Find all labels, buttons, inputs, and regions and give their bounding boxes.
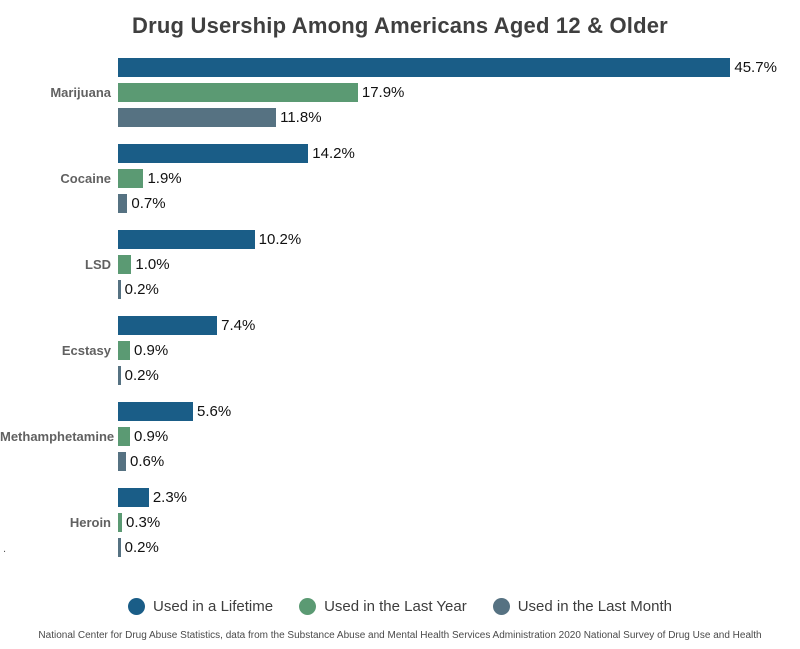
bar-used-in-the-last-month xyxy=(118,194,128,213)
bar-stack: 7.4% 0.9% 0.2% xyxy=(118,316,255,385)
bar-used-in-a-lifetime xyxy=(118,58,731,77)
bar-value-label: 0.2% xyxy=(124,367,159,384)
bar-value-label: 0.2% xyxy=(124,281,159,298)
legend-label-lifetime: Used in a Lifetime xyxy=(153,598,274,615)
bar-used-in-a-lifetime xyxy=(118,230,255,249)
bar-value-label: 1.9% xyxy=(147,170,182,187)
bar-row: 10.2% xyxy=(118,230,301,249)
bar-value-label: 0.6% xyxy=(130,453,165,470)
chart: Marijuana 45.7% 17.9% 11.8% Cocaine 14.2% 1.9%… xyxy=(0,58,800,557)
bar-row: 0.2% xyxy=(118,366,255,385)
bar-stack: 10.2% 1.0% 0.2% xyxy=(118,230,301,299)
bar-row: 0.2% xyxy=(118,280,301,299)
bar-stack: 45.7% 17.9% 11.8% xyxy=(118,58,777,127)
bar-row: 0.9% xyxy=(118,427,231,446)
stray-mark: . xyxy=(3,543,7,555)
category-label: LSD xyxy=(85,257,111,272)
bar-value-label: 17.9% xyxy=(361,84,405,101)
bar-row: 5.6% xyxy=(118,402,231,421)
bar-used-in-the-last-month xyxy=(118,280,121,299)
bar-value-label: 0.9% xyxy=(134,342,169,359)
bar-value-label: 1.0% xyxy=(135,256,170,273)
bar-used-in-the-last-year xyxy=(118,427,131,446)
bar-group: Marijuana 45.7% 17.9% 11.8% xyxy=(0,58,800,127)
bar-row: 0.9% xyxy=(118,341,255,360)
bar-row: 0.6% xyxy=(118,452,231,471)
legend-item-lifetime: Used in a Lifetime xyxy=(128,598,273,615)
bar-row: 17.9% xyxy=(118,83,777,102)
bar-group: Heroin 2.3% 0.3% 0.2% xyxy=(0,488,800,557)
chart-title: Drug Usership Among Americans Aged 12 & … xyxy=(132,13,668,38)
bar-row: 1.9% xyxy=(118,169,355,188)
bar-value-label: 45.7% xyxy=(734,59,777,76)
bar-used-in-the-last-month xyxy=(118,366,121,385)
bar-used-in-the-last-month xyxy=(118,538,121,557)
category-label: Marijuana xyxy=(50,85,111,100)
bar-value-label: 0.2% xyxy=(124,539,159,556)
legend-label-last-year: Used in the Last Year xyxy=(324,598,467,615)
legend-dot-last-year-icon xyxy=(299,598,317,615)
bar-used-in-a-lifetime xyxy=(118,144,309,163)
bar-stack: 2.3% 0.3% 0.2% xyxy=(118,488,187,557)
bar-used-in-the-last-year xyxy=(118,83,358,102)
bar-row: 45.7% xyxy=(118,58,777,77)
bar-used-in-the-last-year xyxy=(118,513,123,532)
bar-used-in-a-lifetime xyxy=(118,488,149,507)
bar-value-label: 0.3% xyxy=(126,514,161,531)
bar-value-label: 0.9% xyxy=(134,428,169,445)
bar-used-in-the-last-month xyxy=(118,452,127,471)
bar-stack: 5.6% 0.9% 0.6% xyxy=(118,402,231,471)
bar-value-label: 7.4% xyxy=(221,317,256,334)
legend-label-last-month: Used in the Last Month xyxy=(517,598,672,615)
bar-value-label: 10.2% xyxy=(258,231,302,248)
legend-item-last-month: Used in the Last Month xyxy=(492,598,672,615)
bar-row: 11.8% xyxy=(118,108,777,127)
bar-used-in-the-last-month xyxy=(118,108,277,127)
category-label: Ecstasy xyxy=(61,343,111,358)
bar-used-in-a-lifetime xyxy=(118,402,194,421)
bar-group: Cocaine 14.2% 1.9% 0.7% xyxy=(0,144,800,213)
category-label: Cocaine xyxy=(60,171,111,186)
legend: Used in a Lifetime Used in the Last Year… xyxy=(0,598,800,615)
bar-row: 0.3% xyxy=(118,513,187,532)
source-footnote: National Center for Drug Abuse Statistic… xyxy=(38,630,762,641)
legend-item-last-year: Used in the Last Year xyxy=(299,598,467,615)
category-label: Methamphetamine xyxy=(0,429,115,444)
bar-value-label: 0.7% xyxy=(131,195,166,212)
bar-used-in-the-last-year xyxy=(118,341,131,360)
bar-used-in-a-lifetime xyxy=(118,316,218,335)
bar-row: 0.2% xyxy=(118,538,187,557)
bar-group: LSD 10.2% 1.0% 0.2% xyxy=(0,230,800,299)
bar-row: 14.2% xyxy=(118,144,355,163)
bar-value-label: 5.6% xyxy=(197,403,232,420)
bar-value-label: 11.8% xyxy=(280,109,322,126)
bar-value-label: 2.3% xyxy=(152,489,188,506)
bar-group: Ecstasy 7.4% 0.9% 0.2% xyxy=(0,316,800,385)
legend-dot-lifetime-icon xyxy=(128,598,146,615)
bar-row: 1.0% xyxy=(118,255,301,274)
bar-row: 7.4% xyxy=(118,316,255,335)
bar-row: 0.7% xyxy=(118,194,355,213)
category-label: Heroin xyxy=(69,515,111,530)
bar-used-in-the-last-year xyxy=(118,255,132,274)
legend-dot-last-month-icon xyxy=(492,598,510,615)
bar-group: Methamphetamine 5.6% 0.9% 0.6% xyxy=(0,402,800,471)
bar-value-label: 14.2% xyxy=(312,145,355,162)
bar-row: 2.3% xyxy=(118,488,187,507)
bar-used-in-the-last-year xyxy=(118,169,144,188)
bar-stack: 14.2% 1.9% 0.7% xyxy=(118,144,355,213)
